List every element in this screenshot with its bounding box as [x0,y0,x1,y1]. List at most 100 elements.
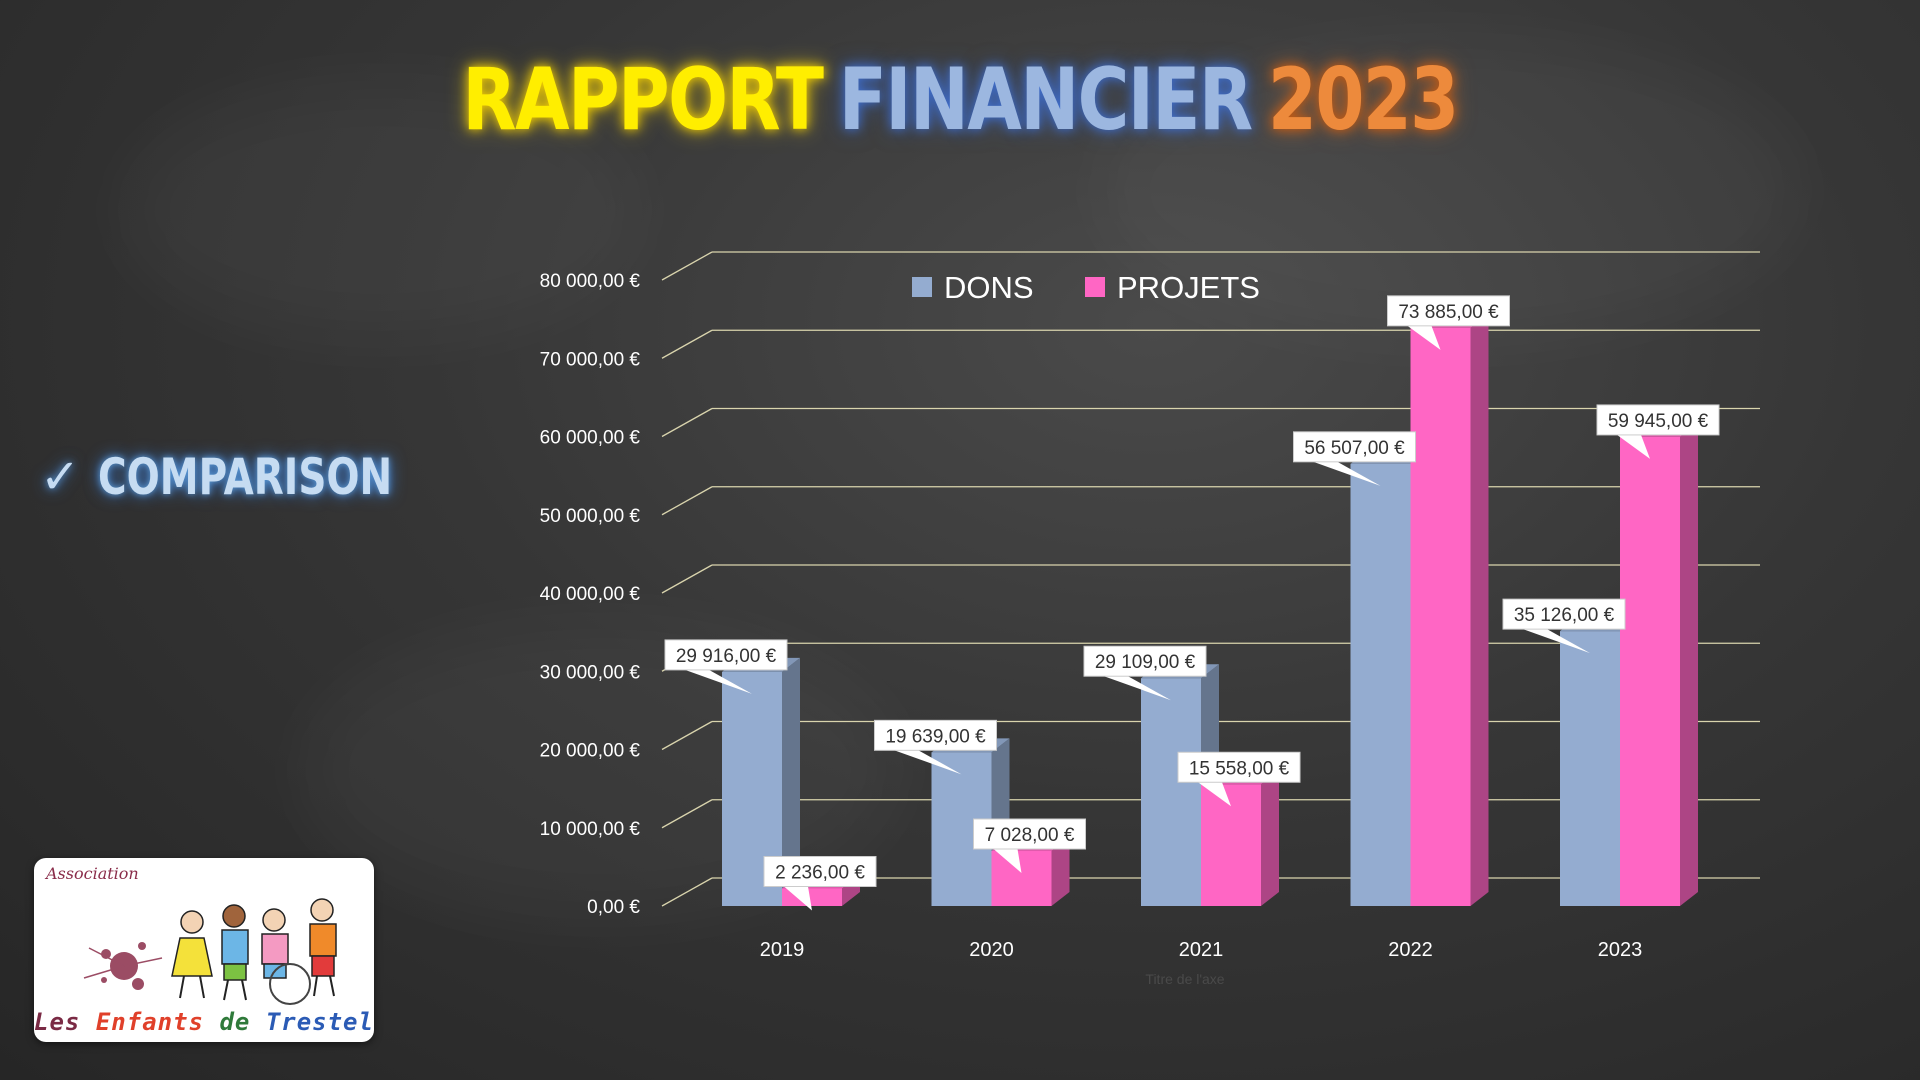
bar-side [1680,422,1698,906]
bar-side [1051,837,1070,906]
gridline-diagonal [661,407,713,438]
logo-word-4: Trestel [265,1008,374,1036]
x-tick-label: 2021 [1179,939,1224,961]
data-label-text: 7 028,00 € [985,825,1075,846]
data-label-text: 35 126,00 € [1514,605,1615,626]
page-title: RAPPORT FINANCIER 2023 [173,50,1747,150]
data-label-box [1596,404,1720,436]
data-label-pointer [1407,325,1441,350]
data-label-box [973,818,1086,850]
data-label-pointer [894,750,962,775]
data-label-text: 29 916,00 € [676,646,777,667]
gridline-diagonal [661,799,713,829]
legend: DONS PROJETS [912,270,1260,305]
y-tick-label: 20 000,00 € [540,741,641,762]
data-label-pointer [685,669,752,694]
data-label-box [664,639,788,671]
data-label-pointer [1198,782,1231,807]
y-tick-label: 70 000,00 € [540,349,641,370]
data-label-box [1293,431,1416,463]
sidebar-label: COMPARISON [98,448,393,506]
title-word-year: 2023 [1267,50,1459,150]
checkmark-icon: ✓ [40,449,81,505]
bar-front [1141,678,1201,906]
gridline-diagonal [661,251,713,281]
legend-swatch [912,277,932,297]
x-tick-label: 2023 [1598,939,1643,961]
bar-front [1620,436,1680,906]
y-tick-label: 0,00 € [587,897,640,918]
data-label-pointer [1104,676,1171,701]
data-label: 15 558,00 € [1177,751,1301,807]
title-word-rapport: RAPPORT [462,50,824,150]
bar-projets-2022 [1410,313,1489,907]
bar-front [1410,327,1471,907]
x-tick-label: 2022 [1388,939,1433,961]
y-axis-ticks: 0,00 € 10 000,00 € 20 000,00 € 30 000,00 € 4… [540,271,641,918]
y-tick-label: 10 000,00 € [540,819,641,840]
legend-swatch [1085,277,1105,297]
data-label-box [1387,295,1510,327]
data-label-text: 56 507,00 € [1304,438,1405,459]
logo-name: Les Enfants de Trestel [34,1008,374,1036]
data-label-text: 19 639,00 € [885,726,986,747]
bar-side [1470,313,1489,907]
data-label-pointer [1523,629,1590,654]
data-label-box [874,719,997,751]
x-tick-label: 2020 [969,939,1014,961]
data-label-box [1177,751,1301,783]
data-label-text: 15 558,00 € [1189,758,1290,779]
data-label-box [763,856,877,888]
logo-association-text: Association [46,864,139,883]
logo-word-2: Enfants [95,1008,204,1036]
data-label: 2 236,00 € [763,856,877,911]
x-tick-label: 2019 [760,939,805,961]
gridline-diagonal [661,486,713,516]
bar-side [1261,770,1279,906]
legend-label: PROJETS [1117,270,1260,305]
y-tick-label: 60 000,00 € [540,428,641,449]
data-label: 56 507,00 € [1293,431,1416,486]
logo-children-illustration [83,898,337,1005]
bar-dons-2019 [722,657,800,906]
data-label-pointer [1617,434,1650,459]
logo-splash [83,942,163,990]
y-tick-label: 80 000,00 € [540,271,641,292]
data-label-pointer [784,886,812,911]
bar-front [1350,463,1411,906]
data-label: 73 885,00 € [1387,295,1510,350]
title-word-financier: FINANCIER [838,50,1253,150]
data-label-pointer [1313,461,1381,486]
gridline-diagonal [661,564,713,594]
data-label-text: 73 885,00 € [1398,302,1499,323]
legend-label: DONS [944,270,1034,305]
logo-child-2 [221,904,249,1001]
association-logo: Association [34,858,374,1042]
logo-word-1: Les [34,1008,81,1036]
y-tick-label: 50 000,00 € [540,506,641,527]
bar-side [782,657,800,906]
gridline-diagonal [661,720,713,751]
bar-front [1560,631,1620,906]
logo-child-1 [171,910,213,999]
legend-item-dons: DONS [912,270,1034,305]
data-label: 29 916,00 € [664,639,788,694]
gridline-diagonal [661,877,713,907]
legend-item-projets: PROJETS [1085,270,1260,305]
data-label: 7 028,00 € [973,818,1086,874]
x-axis-title: Titre de l'axe [1145,971,1224,987]
bar-front [991,851,1052,906]
data-label-text: 59 945,00 € [1608,411,1709,432]
data-label: 29 109,00 € [1083,645,1207,701]
data-label-text: 2 236,00 € [775,863,865,884]
bar-front [1201,784,1261,906]
data-label-pointer [993,849,1022,874]
data-label-text: 29 109,00 € [1095,652,1196,673]
data-label-box [1083,645,1207,677]
data-label: 35 126,00 € [1502,598,1626,654]
data-labels: 29 916,00 € 2 236,00 € 19 639,00 € 7 028,00… [664,295,1720,911]
y-tick-label: 40 000,00 € [540,584,641,605]
bar-projets-2023 [1620,422,1698,906]
data-label-box [1502,598,1626,630]
